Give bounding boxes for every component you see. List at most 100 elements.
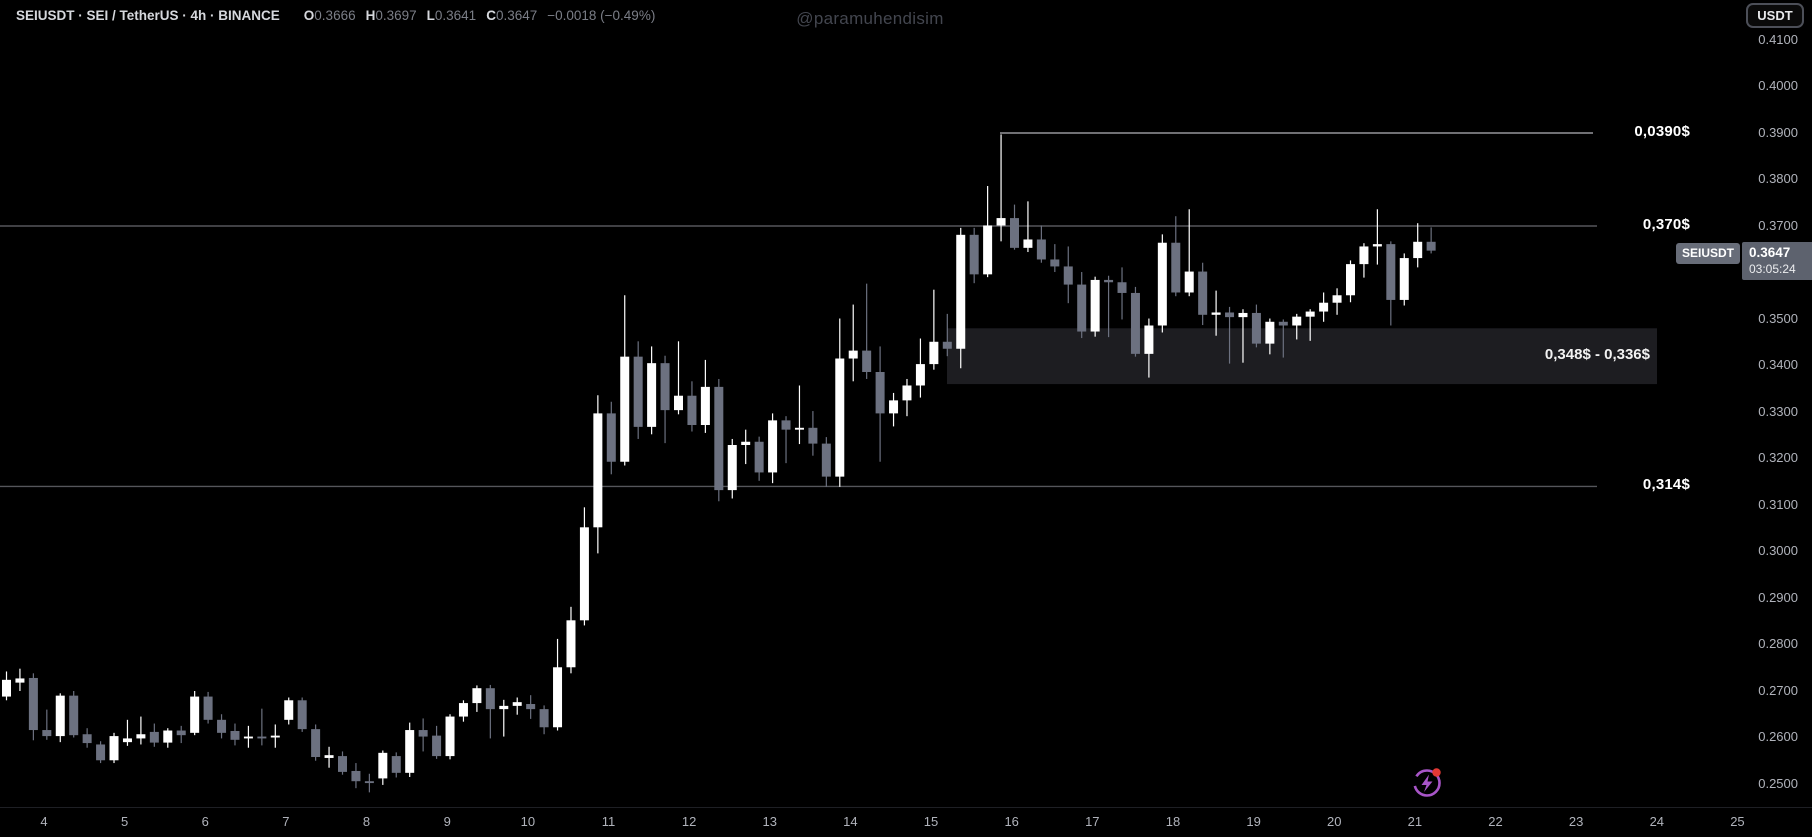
candle-body bbox=[1050, 259, 1060, 267]
candle-body bbox=[485, 688, 495, 710]
price-tick-label: 0.2700 bbox=[1758, 682, 1798, 698]
price-tick-label: 0.2900 bbox=[1758, 589, 1798, 605]
candle-body bbox=[190, 696, 200, 733]
candle-body bbox=[1278, 321, 1288, 326]
candle-body bbox=[82, 734, 92, 744]
ohlc-open-value: 0.3666 bbox=[314, 8, 356, 23]
price-tick-label: 0.4100 bbox=[1758, 31, 1798, 47]
candle-body bbox=[889, 400, 899, 414]
candle-body bbox=[324, 755, 334, 758]
candle-body bbox=[969, 234, 979, 275]
time-tick-label: 25 bbox=[1730, 814, 1745, 829]
price-badge-countdown: 03:05:24 bbox=[1749, 262, 1796, 276]
candle-body bbox=[1359, 246, 1369, 265]
price-tick-label: 0.3300 bbox=[1758, 403, 1798, 419]
price-tick-label: 0.3100 bbox=[1758, 496, 1798, 512]
time-tick-label: 23 bbox=[1568, 814, 1584, 829]
candle-body bbox=[136, 734, 146, 739]
candle-body bbox=[405, 730, 415, 773]
price-axis[interactable]: 0.41000.40000.39000.38000.37000.36000.35… bbox=[1737, 0, 1812, 810]
candle-body bbox=[391, 756, 401, 773]
time-tick-label: 5 bbox=[121, 814, 129, 829]
price-tick-label: 0.2500 bbox=[1758, 775, 1798, 791]
price-badge-value: 0.3647 bbox=[1749, 245, 1791, 260]
time-tick-label: 9 bbox=[443, 814, 451, 829]
price-level-label[interactable]: 0,370$ bbox=[1642, 215, 1690, 233]
time-tick-label: 17 bbox=[1085, 814, 1100, 829]
time-tick-label: 20 bbox=[1327, 814, 1342, 829]
price-tick-label: 0.2800 bbox=[1758, 636, 1798, 652]
candle-body bbox=[2, 679, 11, 697]
candle-body bbox=[902, 385, 912, 401]
candle-body bbox=[176, 730, 186, 736]
candle-body bbox=[593, 413, 603, 528]
bot-logo-icon bbox=[1413, 768, 1441, 797]
candle-body bbox=[1426, 241, 1436, 251]
candle-body bbox=[835, 358, 845, 477]
time-tick-label: 19 bbox=[1246, 814, 1261, 829]
candle-body bbox=[1157, 242, 1167, 326]
supply-zone[interactable] bbox=[947, 328, 1657, 385]
candle-body bbox=[109, 736, 119, 761]
candle-body bbox=[1305, 311, 1315, 317]
candle-body bbox=[754, 441, 764, 473]
price-tick-label: 0.3000 bbox=[1758, 543, 1798, 559]
candle-body bbox=[1399, 258, 1409, 300]
candle-body bbox=[1184, 271, 1194, 293]
candle-body bbox=[1211, 312, 1221, 315]
ohlc-close-label: C bbox=[486, 8, 496, 23]
candle-body bbox=[566, 620, 576, 668]
candle-body bbox=[1413, 241, 1423, 259]
candle-body bbox=[512, 702, 522, 706]
symbol-title[interactable]: SEIUSDT · SEI / TetherUS · 4h · BINANCE bbox=[16, 8, 280, 23]
time-axis[interactable]: 4 5 6 7 8 9 10 11 12 13 14 15 16 17 18 19 20 21 22 23 24 25 bbox=[0, 807, 1812, 837]
change-text: −0.0018 (−0.49%) bbox=[547, 8, 656, 23]
candle-body bbox=[297, 700, 307, 730]
candle-body bbox=[1010, 218, 1019, 248]
time-tick-label: 13 bbox=[762, 814, 777, 829]
price-tick-label: 0.2600 bbox=[1758, 729, 1798, 745]
logo-circle bbox=[1413, 769, 1441, 797]
price-level-label[interactable]: 0,0390$ bbox=[1634, 122, 1690, 140]
candle-body bbox=[1332, 295, 1342, 303]
price-tick-label: 0.3400 bbox=[1758, 357, 1798, 373]
time-tick-label: 4 bbox=[40, 814, 48, 829]
currency-toggle-button[interactable]: USDT bbox=[1746, 3, 1804, 28]
candle-body bbox=[55, 695, 65, 737]
candle-body bbox=[351, 770, 361, 782]
price-badge-symbol: SEIUSDT bbox=[1675, 243, 1740, 264]
candle-body bbox=[1238, 312, 1248, 318]
price-level-label[interactable]: 0,314$ bbox=[1642, 476, 1690, 494]
candle-body bbox=[1036, 239, 1046, 260]
candle-body bbox=[338, 756, 347, 772]
candle-body bbox=[915, 364, 925, 386]
candle-body bbox=[996, 218, 1006, 226]
candle-body bbox=[808, 427, 818, 444]
ohlc-close-value: 0.3647 bbox=[495, 8, 538, 23]
price-badge[interactable]: SEIUSDT 0.3647 03:05:24 bbox=[1675, 242, 1812, 280]
candle-body bbox=[727, 445, 737, 491]
candle-body bbox=[284, 700, 294, 720]
candle-body bbox=[875, 372, 885, 414]
candle-body bbox=[364, 781, 374, 784]
candle-body bbox=[203, 696, 213, 720]
candle-body bbox=[647, 363, 657, 427]
candle-body bbox=[579, 527, 589, 621]
candle-body bbox=[149, 731, 159, 743]
time-tick-label: 15 bbox=[923, 814, 939, 829]
candle-body bbox=[418, 730, 428, 737]
candle-body bbox=[163, 730, 173, 743]
zone-range-label[interactable]: 0,348$ - 0,336$ bbox=[1544, 346, 1650, 364]
candle-body bbox=[781, 420, 791, 430]
candle-body bbox=[69, 695, 79, 736]
watermark-handle: @paramuhendisim bbox=[796, 9, 944, 28]
candle-body bbox=[230, 730, 240, 740]
candle-body bbox=[1090, 279, 1100, 332]
candle-body bbox=[15, 678, 25, 683]
candle-body bbox=[1292, 316, 1302, 326]
candle-body bbox=[956, 234, 966, 349]
price-tick-label: 0.4000 bbox=[1758, 78, 1798, 94]
ohlc-low-label: L bbox=[426, 8, 435, 23]
